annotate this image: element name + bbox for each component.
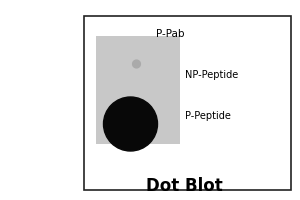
Text: P-Peptide: P-Peptide <box>184 111 230 121</box>
Text: Dot Blot: Dot Blot <box>146 177 223 195</box>
Ellipse shape <box>133 60 140 68</box>
Bar <box>96 36 180 144</box>
Ellipse shape <box>103 97 158 151</box>
Bar <box>84 16 291 190</box>
Text: P-Pab: P-Pab <box>156 29 184 39</box>
Text: NP-Peptide: NP-Peptide <box>184 70 238 80</box>
